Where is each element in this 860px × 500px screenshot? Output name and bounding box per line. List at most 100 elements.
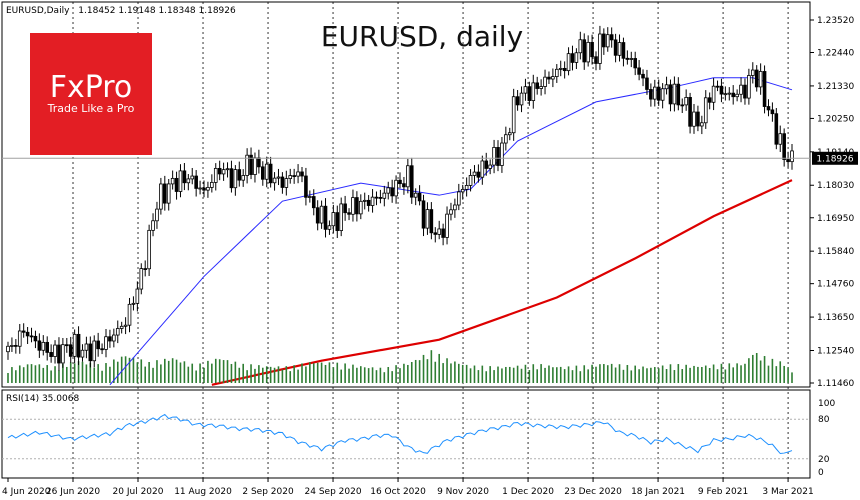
candle-body xyxy=(100,348,104,351)
candle-body xyxy=(41,341,46,351)
date-tick-label: 16 Oct 2020 xyxy=(370,487,426,497)
candle-body xyxy=(198,187,202,190)
candle-body xyxy=(558,67,563,70)
candle-body xyxy=(460,188,465,193)
candle-body xyxy=(268,163,273,184)
candle-body xyxy=(637,67,641,75)
candle-body xyxy=(456,191,461,206)
candle-body xyxy=(398,179,402,185)
candle-body xyxy=(656,86,661,101)
candle-body xyxy=(182,170,187,184)
candle-body xyxy=(131,302,136,305)
candle-body xyxy=(331,212,336,227)
logo-brand: FxPro xyxy=(50,70,133,105)
candle-body xyxy=(441,228,445,238)
candle-body xyxy=(747,75,751,99)
candle-body xyxy=(84,343,89,351)
candle-body xyxy=(57,344,61,364)
candle-body xyxy=(778,133,783,145)
candle-body xyxy=(500,142,504,166)
candle-body xyxy=(335,212,340,231)
chart-title: EURUSD, daily xyxy=(321,20,523,53)
symbol-name: EURUSD,Daily xyxy=(6,6,70,16)
date-tick-label: 4 Jun 2020 xyxy=(2,487,51,497)
candle-body xyxy=(625,57,630,60)
candle-body xyxy=(386,187,391,194)
rsi-tick-label: 80 xyxy=(818,415,830,425)
rsi-line xyxy=(7,413,793,455)
candle-body xyxy=(241,175,246,181)
candle-body xyxy=(429,209,434,234)
candle-body xyxy=(711,85,716,103)
candle-body xyxy=(488,164,492,169)
candle-body xyxy=(680,104,685,107)
date-tick-label: 23 Dec 2020 xyxy=(564,487,622,497)
candle-body xyxy=(225,168,230,171)
price-tick-label: 1.21330 xyxy=(817,82,854,92)
candle-body xyxy=(119,325,124,329)
candle-body xyxy=(480,160,485,178)
candle-body xyxy=(162,183,167,204)
candle-body xyxy=(421,200,426,229)
candle-body xyxy=(206,187,210,191)
candle-body xyxy=(229,168,234,189)
price-tick-label: 1.13650 xyxy=(817,313,854,323)
candle-body xyxy=(609,34,614,41)
candle-body xyxy=(213,167,218,183)
candle-body xyxy=(496,147,500,166)
candle-body xyxy=(68,344,73,357)
candle-body xyxy=(754,69,759,88)
candle-body xyxy=(582,39,587,63)
candle-body xyxy=(308,196,312,198)
candle-body xyxy=(543,76,547,87)
candle-body xyxy=(115,328,120,336)
candle-body xyxy=(249,154,253,175)
ohlc-values: 1.18452 1.19148 1.18348 1.18926 xyxy=(78,6,236,16)
rsi-axis: 100 80 20 0 xyxy=(818,399,835,478)
fxpro-logo: FxPro Trade Like a Pro xyxy=(30,33,152,155)
candle-body xyxy=(147,229,151,270)
candle-body xyxy=(362,199,367,202)
candle-body xyxy=(202,187,206,191)
candle-body xyxy=(323,205,328,230)
candle-body xyxy=(292,175,296,177)
candle-body xyxy=(170,177,175,185)
candle-body xyxy=(762,71,767,107)
ma-long-layer xyxy=(211,179,793,386)
candle-body xyxy=(445,213,449,238)
candle-body xyxy=(276,176,281,179)
candle-body xyxy=(621,42,626,59)
candle-body xyxy=(551,76,555,80)
candle-body xyxy=(539,86,543,89)
symbol-info: EURUSD,Daily 1.18452 1.19148 1.18348 1.1… xyxy=(6,6,236,16)
candle-body xyxy=(766,106,771,111)
candle-body xyxy=(700,122,704,127)
date-tick-label: 24 Sep 2020 xyxy=(305,487,362,497)
candle-body xyxy=(425,209,430,229)
price-tick-label: 1.11460 xyxy=(817,379,854,389)
candle-body xyxy=(61,344,65,364)
price-axis: 1.235201.224401.213301.202501.191401.180… xyxy=(810,16,854,389)
last-price-badge xyxy=(812,151,858,165)
candle-body xyxy=(703,97,708,124)
candle-body xyxy=(437,228,441,235)
candle-body xyxy=(96,340,100,350)
volume-layer xyxy=(7,350,793,383)
candle-body xyxy=(417,192,422,202)
candle-body xyxy=(358,200,363,215)
candle-body xyxy=(504,134,508,144)
candle-body xyxy=(49,352,53,357)
candle-body xyxy=(590,41,594,58)
candle-body xyxy=(566,53,571,72)
candle-body xyxy=(758,71,763,88)
candle-body xyxy=(112,334,116,342)
candle-body xyxy=(355,197,359,215)
candle-body xyxy=(743,84,747,99)
price-tick-label: 1.20250 xyxy=(817,114,854,124)
candle-body xyxy=(719,85,724,95)
candle-body xyxy=(507,132,512,136)
candle-body xyxy=(370,196,375,206)
candle-body xyxy=(660,88,665,101)
